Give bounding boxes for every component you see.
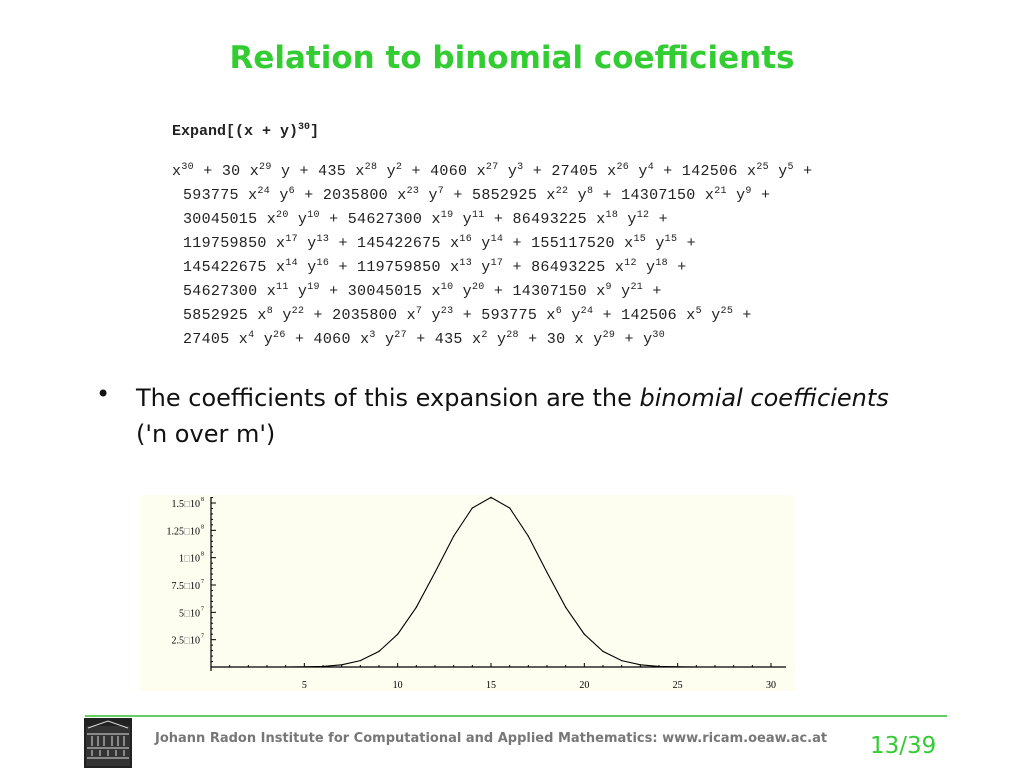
mathematica-command: Expand[(x + y)30]: [172, 122, 319, 140]
footer-institute: Johann Radon Institute for Computational…: [155, 731, 828, 746]
data-point: [378, 650, 380, 652]
data-point: [303, 666, 305, 668]
x-tick-label: 25: [673, 680, 683, 691]
y-tick-label: 1.25□10: [166, 526, 200, 537]
data-point: [527, 535, 529, 537]
expansion-line: 54627300 x11 y19 + 30045015 x10 y20 + 14…: [183, 282, 662, 301]
y-tick-label: 1□10: [179, 554, 200, 565]
data-point: [583, 633, 585, 635]
data-point: [733, 666, 735, 668]
expansion-line: 30045015 x20 y10 + 54627300 x19 y11 + 86…: [183, 210, 668, 229]
data-point: [658, 665, 660, 667]
bullet-marker: •: [96, 380, 111, 408]
bullet-text-plain: The coefficients of this expansion are t…: [136, 384, 640, 412]
data-point: [359, 660, 361, 662]
data-point: [695, 666, 697, 668]
data-point: [247, 666, 249, 668]
y-tick-label: 7.5□10: [171, 581, 200, 592]
data-point: [229, 666, 231, 668]
bullet-text: The coefficients of this expansion are t…: [136, 380, 896, 452]
expansion-line: 145422675 x14 y16 + 119759850 x13 y17 + …: [183, 258, 687, 277]
footer-divider: [85, 715, 947, 717]
data-point: [565, 606, 567, 608]
command-text: Expand[(x + y): [172, 123, 299, 140]
data-point: [770, 666, 772, 668]
data-point: [453, 535, 455, 537]
expansion-output: x30 + 30 x29 y + 435 x28 y2 + 4060 x27 y…: [172, 160, 812, 352]
page-number: 13/39: [870, 733, 937, 759]
binomial-chart: 5 10 15 20 25 30 2.5□10 7 5□10 7 7.5□10 7 1□10 8 1.25□…: [140, 495, 796, 691]
expansion-line: 27405 x4 y26 + 4060 x3 y27 + 435 x2 y28 …: [183, 330, 666, 349]
y-tick-exponent: 7: [201, 606, 204, 612]
expansion-line: 593775 x24 y6 + 2035800 x23 y7 + 5852925…: [183, 186, 771, 205]
data-point: [397, 633, 399, 635]
y-tick-exponent: 8: [201, 524, 204, 530]
x-tick-label: 10: [393, 680, 403, 691]
expansion-line: x30 + 30 x29 y + 435 x28 y2 + 4060 x27 y…: [172, 162, 813, 181]
bullet-text-italic: binomial coefficients: [639, 384, 889, 412]
y-tick-label: 1.5□10: [171, 499, 200, 510]
data-point: [210, 666, 212, 668]
x-tick-label: 20: [579, 680, 589, 691]
data-point: [415, 606, 417, 608]
y-tick-exponent: 8: [201, 497, 204, 503]
data-point: [677, 666, 679, 668]
command-exponent: 30: [298, 122, 311, 133]
chart-svg: 5 10 15 20 25 302.5□10 75□10 77.5□10 71□10 81.25□…: [166, 496, 786, 691]
expansion-line: 119759850 x17 y13 + 145422675 x16 y14 + …: [183, 234, 696, 253]
data-point: [285, 666, 287, 668]
data-point: [490, 496, 492, 499]
data-point: [546, 571, 548, 574]
data-point: [341, 664, 343, 666]
command-close: ]: [310, 123, 320, 140]
data-point: [751, 666, 753, 668]
data-point: [266, 666, 268, 668]
institute-logo: [84, 718, 132, 768]
x-tick-label: 5: [302, 680, 307, 691]
data-point: [434, 571, 436, 574]
slide-title: Relation to binomial coefficients: [229, 40, 795, 76]
x-tick-label: 15: [486, 680, 496, 691]
data-point: [621, 660, 623, 662]
x-tick-label: 30: [766, 680, 776, 691]
data-point: [639, 664, 641, 666]
expansion-line: 5852925 x8 y22 + 2035800 x7 y23 + 593775…: [183, 306, 752, 325]
data-point: [602, 650, 604, 652]
y-tick-exponent: 8: [201, 552, 204, 558]
data-point: [471, 507, 473, 509]
y-tick-label: 5□10: [179, 608, 200, 619]
building-icon: [86, 720, 130, 766]
data-point: [322, 665, 324, 667]
series-line: [211, 496, 771, 668]
y-tick-label: 2.5□10: [171, 636, 200, 647]
bullet-text-suffix: ('n over m'): [136, 420, 276, 448]
data-point: [714, 666, 716, 668]
y-tick-exponent: 7: [201, 579, 204, 585]
y-tick-exponent: 7: [201, 634, 204, 640]
data-point: [509, 507, 511, 509]
